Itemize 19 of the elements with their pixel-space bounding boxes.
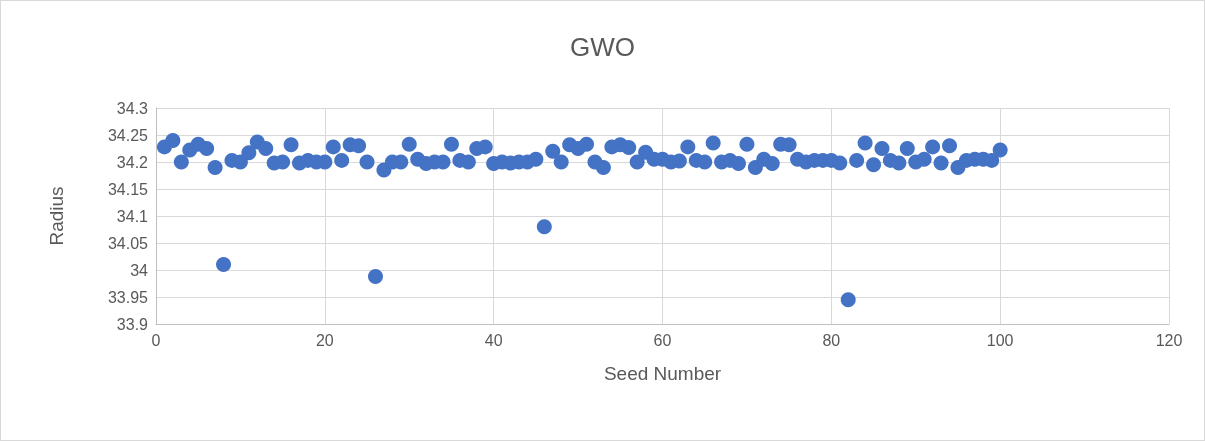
- y-tick-label: 34.15: [107, 180, 149, 198]
- x-tick-label: 20: [315, 331, 334, 349]
- chart-title: GWO: [570, 32, 635, 62]
- y-tick-label: 34: [130, 261, 149, 279]
- y-tick-label: 34.3: [116, 99, 149, 117]
- y-tick-label: 34.05: [107, 234, 149, 252]
- x-axis-title: Seed Number: [603, 363, 722, 384]
- y-tick-label: 33.95: [107, 288, 149, 306]
- y-tick-label: 33.9: [116, 315, 149, 333]
- x-tick-label: 120: [1155, 331, 1183, 349]
- y-axis-title: Radius: [46, 186, 67, 246]
- x-tick-label: 40: [484, 331, 503, 349]
- x-tick-label: 0: [151, 331, 161, 349]
- y-tick-label: 34.2: [116, 153, 149, 171]
- y-tick-label: 34.1: [116, 207, 149, 225]
- y-tick-label: 34.25: [107, 126, 149, 144]
- x-tick-label: 80: [822, 331, 841, 349]
- x-tick-label: 60: [653, 331, 672, 349]
- x-tick-label: 100: [986, 331, 1014, 349]
